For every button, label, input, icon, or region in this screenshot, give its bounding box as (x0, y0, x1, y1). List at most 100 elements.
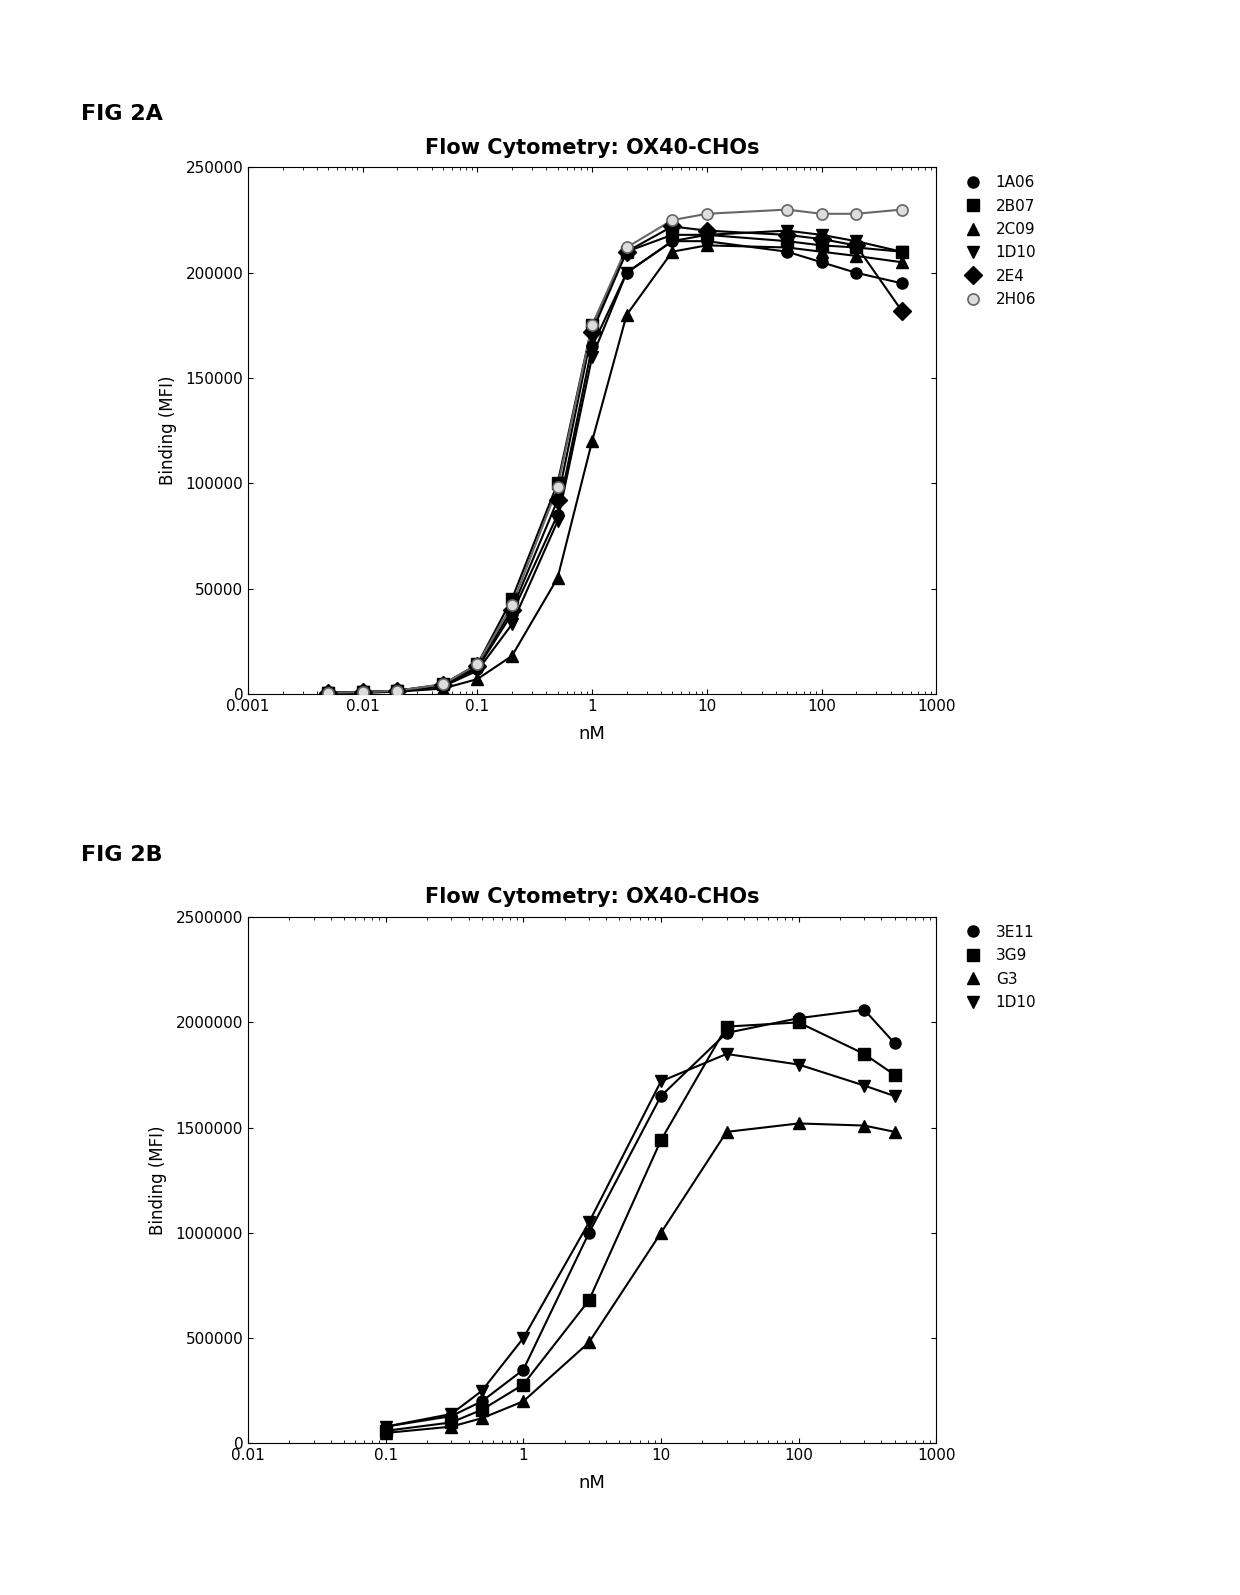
2E4 (470, 657, 485, 676)
1D10 (585, 348, 600, 367)
1D10 (791, 1054, 806, 1073)
1D10 (435, 676, 450, 695)
Y-axis label: Binding (MFI): Binding (MFI) (150, 1126, 167, 1235)
2C09 (321, 684, 336, 703)
1A06 (321, 683, 336, 702)
Text: FIG 2A: FIG 2A (81, 104, 162, 124)
2C09 (551, 568, 565, 587)
Legend: 3E11, 3G9, G3, 1D10: 3E11, 3G9, G3, 1D10 (957, 925, 1037, 1010)
1D10 (444, 1405, 459, 1424)
1A06 (815, 252, 830, 271)
G3 (516, 1392, 531, 1412)
3E11 (653, 1086, 668, 1105)
2C09 (505, 646, 520, 665)
2B07 (321, 683, 336, 702)
2E4 (619, 242, 634, 262)
2B07 (356, 683, 371, 702)
2B07 (551, 474, 565, 493)
2H06 (894, 199, 909, 219)
2H06 (356, 683, 371, 702)
Line: 2B07: 2B07 (322, 230, 908, 699)
2E4 (848, 236, 863, 255)
1D10 (699, 225, 714, 244)
3E11 (719, 1024, 734, 1043)
2H06 (321, 683, 336, 702)
1D10 (470, 660, 485, 679)
Line: 2H06: 2H06 (322, 204, 908, 699)
1D10 (888, 1086, 903, 1105)
1A06 (356, 683, 371, 702)
2C09 (665, 242, 680, 262)
1A06 (665, 231, 680, 250)
G3 (857, 1116, 872, 1136)
Line: 1D10: 1D10 (322, 225, 908, 699)
3E11 (857, 1000, 872, 1019)
1D10 (815, 225, 830, 244)
G3 (378, 1423, 393, 1442)
1D10 (780, 222, 795, 241)
2E4 (665, 217, 680, 236)
2B07 (389, 681, 404, 700)
G3 (582, 1333, 596, 1353)
2E4 (321, 683, 336, 702)
3G9 (719, 1018, 734, 1037)
3G9 (857, 1045, 872, 1064)
1D10 (582, 1212, 596, 1231)
2H06 (585, 316, 600, 335)
3G9 (475, 1400, 490, 1420)
2H06 (435, 675, 450, 694)
1D10 (551, 512, 565, 531)
2E4 (894, 301, 909, 321)
3E11 (475, 1392, 490, 1412)
3E11 (791, 1008, 806, 1027)
Line: 1A06: 1A06 (322, 236, 908, 699)
2H06 (699, 204, 714, 223)
2E4 (435, 676, 450, 695)
2C09 (894, 252, 909, 271)
2E4 (585, 322, 600, 341)
2E4 (815, 230, 830, 249)
2C09 (585, 432, 600, 451)
3G9 (582, 1290, 596, 1309)
2B07 (665, 225, 680, 244)
G3 (475, 1408, 490, 1428)
Legend: 1A06, 2B07, 2C09, 1D10, 2E4, 2H06: 1A06, 2B07, 2C09, 1D10, 2E4, 2H06 (957, 175, 1037, 308)
1D10 (505, 614, 520, 633)
2B07 (848, 238, 863, 257)
3E11 (444, 1407, 459, 1426)
2B07 (435, 675, 450, 694)
2H06 (665, 211, 680, 230)
2B07 (470, 656, 485, 675)
1A06 (848, 263, 863, 282)
3G9 (888, 1065, 903, 1085)
1A06 (505, 605, 520, 624)
Line: 3G9: 3G9 (381, 1018, 900, 1437)
2E4 (389, 681, 404, 700)
2E4 (356, 683, 371, 702)
Y-axis label: Binding (MFI): Binding (MFI) (159, 376, 177, 485)
G3 (653, 1223, 668, 1243)
Line: 2C09: 2C09 (322, 239, 908, 700)
Title: Flow Cytometry: OX40-CHOs: Flow Cytometry: OX40-CHOs (425, 137, 759, 158)
1A06 (619, 263, 634, 282)
G3 (791, 1113, 806, 1132)
G3 (719, 1123, 734, 1142)
1D10 (653, 1072, 668, 1091)
2C09 (848, 246, 863, 265)
2C09 (435, 679, 450, 699)
3G9 (378, 1421, 393, 1440)
2C09 (619, 305, 634, 324)
2E4 (699, 222, 714, 241)
1D10 (321, 683, 336, 702)
3E11 (582, 1223, 596, 1243)
3G9 (444, 1413, 459, 1432)
Line: 3E11: 3E11 (381, 1005, 900, 1432)
1D10 (475, 1381, 490, 1400)
1D10 (894, 242, 909, 262)
G3 (444, 1416, 459, 1436)
1A06 (894, 274, 909, 293)
1D10 (665, 231, 680, 250)
2B07 (780, 231, 795, 250)
Line: 1D10: 1D10 (379, 1048, 901, 1432)
1D10 (619, 263, 634, 282)
